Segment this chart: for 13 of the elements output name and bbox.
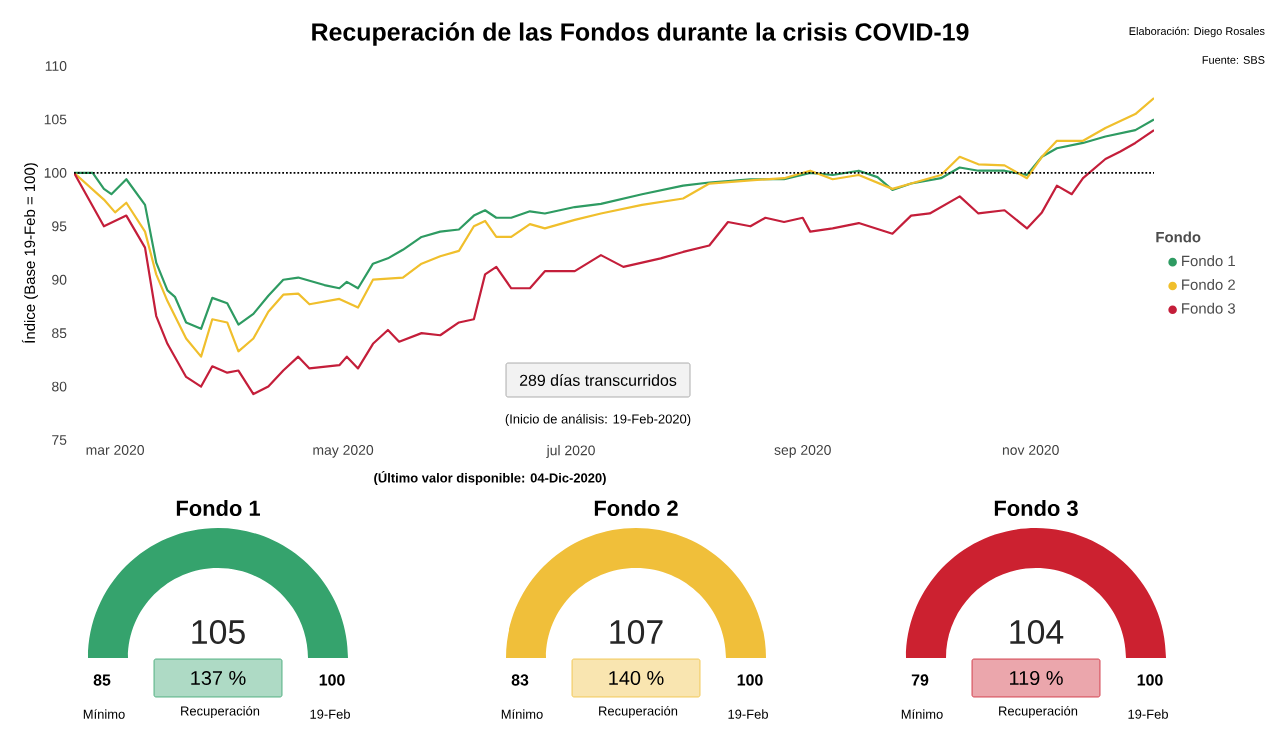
text: Fondo 1: [176, 499, 260, 517]
line-series: [74, 118, 1155, 330]
text: 137 %: [191, 670, 246, 686]
text: 107: [610, 620, 663, 644]
line-series: [74, 96, 1155, 358]
text: 140 %: [609, 670, 664, 686]
line-series: [74, 129, 1155, 396]
text: Fondo 3: [994, 499, 1078, 517]
chart-title: Recuperación de las Fondos durante la crisis COVID-19: [312, 22, 969, 46]
text: 105: [192, 620, 245, 644]
text: Fondo 2: [594, 499, 678, 517]
text: 119 %: [1010, 670, 1063, 686]
text: 104: [1010, 620, 1064, 644]
